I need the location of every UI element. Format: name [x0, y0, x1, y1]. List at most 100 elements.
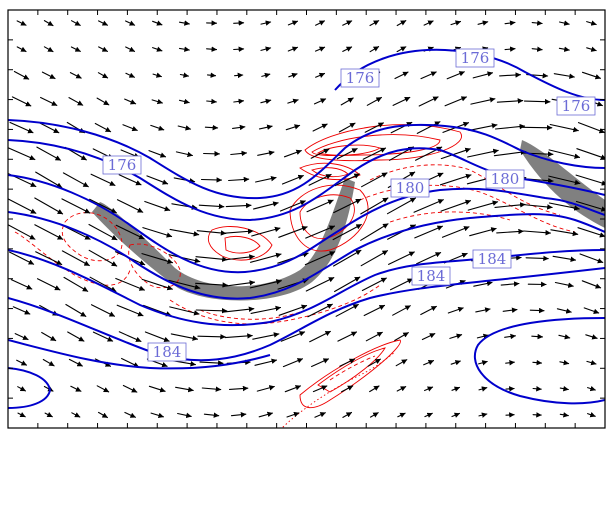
wind-vector-arrow [8, 198, 37, 214]
wind-vector-arrow [531, 333, 544, 340]
wind-vector-arrow [396, 386, 407, 392]
wind-vector-arrow [118, 174, 142, 186]
wind-vector-arrow [178, 98, 190, 105]
wind-vector-arrow [146, 175, 169, 185]
wind-vector-arrow [360, 250, 389, 267]
wind-vector-arrow [311, 358, 330, 368]
wind-vector-arrow [90, 173, 116, 186]
wind-vector-arrow [125, 20, 136, 26]
wind-vector-arrow [255, 175, 277, 183]
wind-vector-arrow [505, 412, 515, 418]
wind-vector-arrow [40, 96, 58, 106]
wind-vector-arrow [314, 412, 326, 418]
wind-vector-arrow [252, 332, 280, 340]
svg-text:184: 184 [153, 343, 182, 361]
wind-vector-arrow [69, 72, 82, 79]
wind-vector-arrow [478, 412, 488, 418]
wind-vector-arrow [67, 331, 85, 342]
wind-vector-arrow [16, 359, 28, 366]
wind-vector-arrow [477, 20, 489, 26]
wind-vector-arrow [559, 412, 569, 418]
height-contour [8, 119, 605, 200]
wind-vector-arrow [168, 254, 201, 264]
wind-vector-arrow [122, 384, 138, 393]
wind-vector-arrow [308, 173, 332, 186]
wind-vector-arrow [118, 331, 142, 342]
wind-vector-arrow [286, 411, 300, 418]
wind-vector-arrow [201, 386, 222, 392]
wind-vector-arrow [523, 98, 551, 105]
wind-vector-arrow [366, 96, 382, 106]
wind-vector-arrow [200, 177, 223, 183]
contour-label: 180 [485, 169, 525, 189]
wind-vector-arrow [313, 98, 327, 105]
height-contour [8, 339, 271, 370]
wind-vector-arrow [334, 276, 361, 293]
wind-vector-arrow [451, 386, 461, 392]
wind-vector-arrow [556, 308, 572, 314]
wind-vector-arrow [581, 280, 602, 289]
wind-vector-arrow [230, 411, 247, 418]
wind-vector-arrow [361, 277, 387, 292]
wind-vector-arrow [467, 148, 499, 158]
wind-vector-arrow [150, 124, 165, 131]
wind-vector-arrow [16, 20, 27, 26]
wind-vector-arrow [548, 175, 581, 186]
wind-vector-arrow [68, 97, 84, 106]
anomaly-contour [304, 124, 462, 162]
anomaly-contour-dashed [61, 212, 123, 262]
wind-vector-arrow [579, 253, 604, 264]
wind-vector-arrow [8, 224, 36, 240]
wind-vector-arrow [532, 386, 542, 392]
wind-vector-arrow [260, 20, 272, 26]
contour-label: 184 [411, 266, 451, 286]
wind-vector-arrow [342, 411, 353, 418]
wind-vector-arrow [92, 331, 114, 342]
wind-vector-arrow [575, 200, 605, 212]
wind-vector-arrow [502, 307, 518, 313]
wind-vector-arrow [312, 123, 328, 132]
wind-vector-arrow [476, 333, 489, 340]
wind-vector-arrow [285, 124, 301, 131]
wind-vector-arrow [287, 46, 299, 52]
wind-vector-arrow [89, 276, 117, 292]
wind-vector-arrow [336, 148, 358, 160]
wind-vector-arrow [225, 202, 252, 209]
height-contour [8, 211, 605, 300]
wind-vector-arrow [312, 385, 328, 393]
wind-vector-arrow [256, 385, 275, 392]
wind-vector-arrow [395, 359, 408, 367]
wind-vector-arrow [34, 224, 64, 240]
wind-vector-arrow [423, 360, 435, 366]
svg-text:180: 180 [491, 170, 520, 188]
svg-text:184: 184 [417, 267, 446, 285]
wind-vector-arrow [307, 303, 333, 318]
wind-vector-arrow [416, 121, 441, 134]
shaded-band-right [520, 140, 605, 228]
wind-vector-arrow [63, 276, 89, 292]
wind-vector-arrow [36, 278, 61, 291]
wind-vector-arrow [70, 46, 81, 52]
wind-vector-arrow [586, 359, 597, 366]
wind-vector-arrow [230, 150, 248, 157]
wind-vector-arrow [396, 46, 407, 53]
wind-vector-arrow [170, 333, 199, 341]
wind-vector-arrow [97, 72, 109, 79]
wind-vector-arrow [287, 20, 299, 26]
height-contour [8, 367, 52, 409]
wind-vector-arrow [70, 385, 82, 392]
wind-vector-arrow [369, 46, 380, 53]
wind-vector-arrow [196, 230, 227, 236]
wind-vector-arrow [233, 98, 245, 105]
wind-vector-arrow [581, 71, 601, 80]
wind-vector-arrow [71, 412, 81, 418]
anomaly-contour-dotted [281, 351, 396, 428]
wind-vector-arrow [168, 279, 201, 290]
wind-vector-arrow [43, 46, 54, 53]
wind-vector-arrow [421, 333, 436, 341]
wind-vector-arrow [342, 46, 353, 52]
wind-vector-arrow [284, 385, 302, 393]
wind-vector-arrow [315, 20, 326, 26]
wind-vector-arrow [250, 252, 282, 263]
wind-vector-arrow [36, 146, 62, 161]
